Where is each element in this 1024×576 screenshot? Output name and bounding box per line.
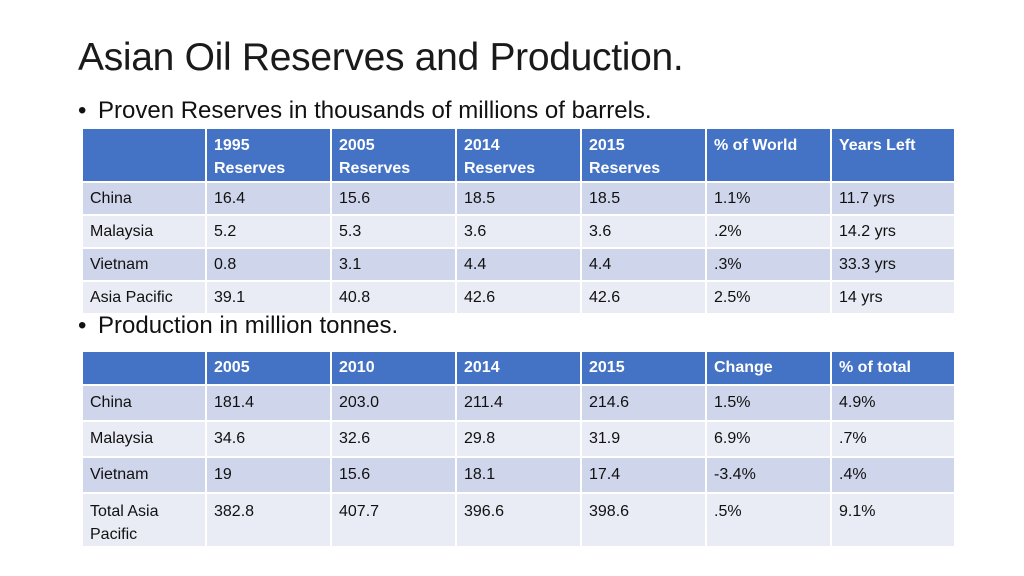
- table-cell: 11.7 yrs: [830, 181, 956, 216]
- row-label: Vietnam: [81, 247, 207, 282]
- row-label: Vietnam: [81, 456, 207, 494]
- table-cell: 18.5: [580, 181, 707, 216]
- reserves-header-cell: 2005 Reserves: [330, 127, 457, 183]
- reserves-header-cell: [81, 127, 207, 183]
- table-cell: 1.5%: [705, 384, 832, 422]
- table-cell: 14.2 yrs: [830, 214, 956, 249]
- table-row: Vietnam 19 15.6 18.1 17.4 -3.4% .4%: [81, 456, 956, 494]
- table-cell: 3.6: [580, 214, 707, 249]
- table-cell: 19: [205, 456, 332, 494]
- table-cell: -3.4%: [705, 456, 832, 494]
- table-cell: 203.0: [330, 384, 457, 422]
- table-cell: .4%: [830, 456, 956, 494]
- table-cell: 0.8: [205, 247, 332, 282]
- table-cell: 34.6: [205, 420, 332, 458]
- table-cell: 396.6: [455, 492, 582, 548]
- table-row: China 16.4 15.6 18.5 18.5 1.1% 11.7 yrs: [81, 181, 956, 216]
- table-row: Malaysia 5.2 5.3 3.6 3.6 .2% 14.2 yrs: [81, 214, 956, 249]
- row-label: China: [81, 384, 207, 422]
- table-cell: 211.4: [455, 384, 582, 422]
- reserves-header-cell: 2015 Reserves: [580, 127, 707, 183]
- table-cell: 5.3: [330, 214, 457, 249]
- table-cell: 3.1: [330, 247, 457, 282]
- table-cell: 5.2: [205, 214, 332, 249]
- table-cell: 16.4: [205, 181, 332, 216]
- reserves-header-cell: Years Left: [830, 127, 956, 183]
- table-cell: 17.4: [580, 456, 707, 494]
- table-cell: 32.6: [330, 420, 457, 458]
- bullet-dot: •: [78, 312, 87, 339]
- table-cell: 4.4: [455, 247, 582, 282]
- reserves-header-row: 1995 Reserves 2005 Reserves 2014 Reserves 2…: [81, 127, 956, 183]
- table-cell: 1.1%: [705, 181, 832, 216]
- table-cell: 2.5%: [705, 280, 832, 315]
- table-cell: 29.8: [455, 420, 582, 458]
- table-cell: 4.4: [580, 247, 707, 282]
- table-cell: 4.9%: [830, 384, 956, 422]
- production-header-cell: 2014: [455, 350, 582, 386]
- table-cell: 15.6: [330, 181, 457, 216]
- table-cell: 31.9: [580, 420, 707, 458]
- table-cell: .3%: [705, 247, 832, 282]
- bullet-production: • Production in million tonnes.: [78, 312, 398, 340]
- row-label: Total Asia Pacific: [81, 492, 207, 548]
- table-cell: 15.6: [330, 456, 457, 494]
- table-row: China 181.4 203.0 211.4 214.6 1.5% 4.9%: [81, 384, 956, 422]
- production-header-cell: [81, 350, 207, 386]
- table-cell: 14 yrs: [830, 280, 956, 315]
- row-label: Asia Pacific: [81, 280, 207, 315]
- table-cell: .2%: [705, 214, 832, 249]
- production-header-cell: 2005: [205, 350, 332, 386]
- table-cell: 33.3 yrs: [830, 247, 956, 282]
- table-cell: 3.6: [455, 214, 582, 249]
- reserves-header-cell: 1995 Reserves: [205, 127, 332, 183]
- production-header-row: 2005 2010 2014 2015 Change % of total: [81, 350, 956, 386]
- production-table: 2005 2010 2014 2015 Change % of total Ch…: [81, 350, 956, 548]
- table-cell: 42.6: [580, 280, 707, 315]
- production-header-cell: Change: [705, 350, 832, 386]
- reserves-header-cell: % of World: [705, 127, 832, 183]
- table-cell: .5%: [705, 492, 832, 548]
- table-row: Total Asia Pacific 382.8 407.7 396.6 398.…: [81, 492, 956, 548]
- table-row: Asia Pacific 39.1 40.8 42.6 42.6 2.5% 14…: [81, 280, 956, 315]
- production-header-cell: 2015: [580, 350, 707, 386]
- production-header-cell: % of total: [830, 350, 956, 386]
- row-label: Malaysia: [81, 420, 207, 458]
- row-label: China: [81, 181, 207, 216]
- bullet-reserves: • Proven Reserves in thousands of million…: [78, 97, 652, 125]
- row-label: Malaysia: [81, 214, 207, 249]
- bullet-production-text: Production in million tonnes.: [98, 312, 399, 339]
- table-row: Vietnam 0.8 3.1 4.4 4.4 .3% 33.3 yrs: [81, 247, 956, 282]
- table-cell: 6.9%: [705, 420, 832, 458]
- table-cell: .7%: [830, 420, 956, 458]
- table-cell: 42.6: [455, 280, 582, 315]
- table-cell: 398.6: [580, 492, 707, 548]
- reserves-header-cell: 2014 Reserves: [455, 127, 582, 183]
- table-cell: 181.4: [205, 384, 332, 422]
- bullet-dot: •: [78, 97, 87, 124]
- table-cell: 382.8: [205, 492, 332, 548]
- table-cell: 9.1%: [830, 492, 956, 548]
- table-cell: 407.7: [330, 492, 457, 548]
- table-cell: 40.8: [330, 280, 457, 315]
- table-cell: 39.1: [205, 280, 332, 315]
- bullet-reserves-text: Proven Reserves in thousands of millions…: [98, 97, 652, 124]
- table-cell: 18.5: [455, 181, 582, 216]
- production-header-cell: 2010: [330, 350, 457, 386]
- slide-title: Asian Oil Reserves and Production.: [78, 36, 684, 79]
- table-cell: 214.6: [580, 384, 707, 422]
- table-row: Malaysia 34.6 32.6 29.8 31.9 6.9% .7%: [81, 420, 956, 458]
- table-cell: 18.1: [455, 456, 582, 494]
- reserves-table: 1995 Reserves 2005 Reserves 2014 Reserves 2…: [81, 127, 956, 315]
